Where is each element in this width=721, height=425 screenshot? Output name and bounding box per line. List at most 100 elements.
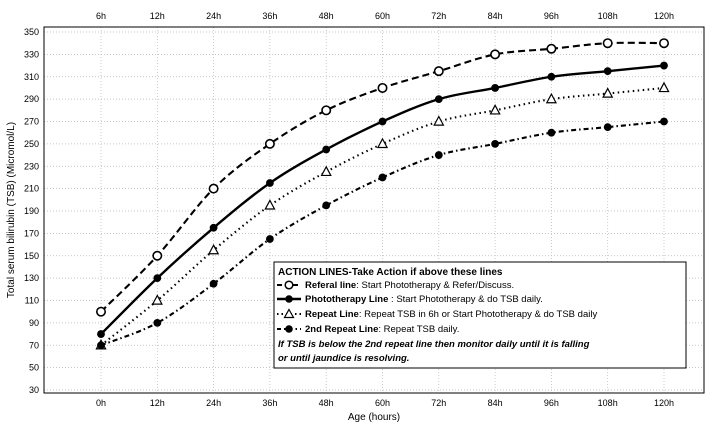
point-referral-6 bbox=[433, 66, 444, 77]
legend-desc-repeat: : Repeat TSB in 6h or Start Phototherapy… bbox=[359, 309, 598, 320]
x-tick-label-4: 48h bbox=[319, 398, 334, 408]
y-tick-label-11: 250 bbox=[24, 139, 39, 149]
point-phototherapy-4 bbox=[322, 145, 331, 154]
legend-marker-repeat bbox=[283, 308, 295, 319]
point-repeat-10 bbox=[658, 81, 670, 93]
legend-name-repeat: Repeat Line bbox=[305, 309, 359, 320]
series-repeat2 bbox=[97, 117, 668, 350]
plot-area-frame bbox=[43, 26, 705, 394]
x-tick-label-10: 120h bbox=[654, 398, 674, 408]
x-tick-label-9: 108h bbox=[598, 398, 618, 408]
point-repeat-6 bbox=[433, 115, 445, 126]
x-tick-label-1: 12h bbox=[150, 398, 165, 408]
point-referral-2 bbox=[208, 183, 219, 194]
y-tick-label-6: 150 bbox=[24, 251, 39, 261]
top-tick-label-0: 6h bbox=[96, 11, 106, 21]
legend-note-line1: If TSB is below the 2nd repeat line then… bbox=[278, 339, 590, 350]
legend-text-repeat: Repeat Line: Repeat TSB in 6h or Start P… bbox=[305, 309, 597, 320]
point-referral-0 bbox=[96, 306, 107, 317]
legend-marker-referral bbox=[284, 280, 294, 290]
y-tick-label-13: 290 bbox=[24, 94, 39, 104]
legend-item-repeat: Repeat Line: Repeat TSB in 6h or Start P… bbox=[277, 308, 597, 320]
point-repeat2-0 bbox=[97, 341, 105, 350]
series-group bbox=[95, 38, 670, 350]
point-phototherapy-9 bbox=[603, 67, 612, 76]
point-repeat-4 bbox=[320, 165, 332, 177]
point-phototherapy-7 bbox=[491, 84, 499, 92]
x-tick-label-2: 24h bbox=[206, 398, 221, 408]
top-tick-label-1: 12h bbox=[150, 11, 165, 21]
legend-item-referral: Referal line: Start Phototherapy & Refer… bbox=[277, 280, 514, 291]
top-axis-ticks: 6h 12h 24h 36h 48h 60h 72h 84h 96h 108h 120h bbox=[96, 11, 674, 21]
x-tick-label-8: 96h bbox=[544, 398, 559, 408]
point-repeat2-9 bbox=[603, 123, 612, 131]
point-repeat-9 bbox=[602, 87, 614, 98]
point-repeat-7 bbox=[489, 104, 501, 115]
legend-text-phototherapy: Phototherapy Line : Start Phototherapy &… bbox=[305, 294, 543, 305]
y-tick-label-4: 110 bbox=[25, 296, 39, 306]
series-phototherapy bbox=[97, 61, 668, 338]
legend-marker-repeat2 bbox=[285, 325, 293, 333]
y-tick-label-1: 50 bbox=[29, 363, 39, 373]
legend-desc-phototherapy: : Start Phototherapy & do TSB daily. bbox=[388, 294, 542, 305]
legend-desc-referral: : Start Phototherapy & Refer/Discuss. bbox=[356, 280, 514, 291]
legend-name-referral: Referal line bbox=[305, 280, 356, 291]
y-tick-label-15: 330 bbox=[24, 49, 39, 59]
point-phototherapy-3 bbox=[266, 179, 274, 187]
point-phototherapy-2 bbox=[209, 223, 218, 232]
legend-name-repeat2: 2nd Repeat Line bbox=[305, 324, 378, 335]
y-tick-label-2: 70 bbox=[29, 340, 39, 350]
y-axis-title: Total serum bilirubin (TSB) (Micromol/L) bbox=[6, 122, 17, 298]
legend-item-repeat2: 2nd Repeat Line: Repeat TSB daily. bbox=[277, 324, 459, 335]
legend-desc-repeat2: : Repeat TSB daily. bbox=[378, 324, 459, 335]
y-tick-label-12: 270 bbox=[24, 117, 39, 127]
point-repeat-8 bbox=[545, 92, 558, 104]
point-repeat2-2 bbox=[209, 279, 218, 288]
x-tick-label-6: 72h bbox=[431, 398, 446, 408]
top-tick-label-7: 84h bbox=[488, 11, 503, 21]
point-phototherapy-5 bbox=[378, 117, 387, 126]
point-phototherapy-10 bbox=[660, 61, 668, 70]
y-tick-label-5: 130 bbox=[24, 273, 39, 283]
x-tick-label-7: 84h bbox=[488, 398, 503, 408]
point-repeat2-4 bbox=[322, 201, 331, 210]
top-tick-label-2: 24h bbox=[206, 11, 221, 21]
y-tick-label-8: 190 bbox=[24, 206, 39, 216]
series-referral bbox=[96, 38, 669, 317]
point-repeat2-8 bbox=[547, 128, 556, 137]
legend: ACTION LINES-Take Action if above these … bbox=[273, 261, 687, 369]
legend-note-line2: or until jaundice is resolving. bbox=[278, 353, 409, 364]
point-phototherapy-1 bbox=[153, 274, 162, 283]
point-repeat2-10 bbox=[660, 117, 668, 126]
legend-name-phototherapy: Phototherapy Line bbox=[305, 294, 388, 305]
point-repeat-5 bbox=[376, 137, 389, 149]
point-referral-4 bbox=[321, 105, 332, 116]
legend-box bbox=[273, 261, 687, 369]
legend-text-repeat2: 2nd Repeat Line: Repeat TSB daily. bbox=[305, 324, 459, 335]
point-repeat-1 bbox=[151, 294, 163, 305]
top-tick-label-4: 48h bbox=[319, 11, 334, 21]
y-tick-label-9: 210 bbox=[24, 184, 39, 194]
point-phototherapy-6 bbox=[434, 95, 443, 104]
series-line-referral bbox=[100, 41, 665, 313]
point-repeat2-6 bbox=[434, 151, 443, 159]
point-referral-3 bbox=[264, 138, 275, 149]
top-tick-label-9: 108h bbox=[598, 11, 618, 21]
top-tick-label-6: 72h bbox=[431, 11, 446, 21]
point-repeat-3 bbox=[264, 199, 276, 210]
point-repeat2-1 bbox=[153, 318, 162, 327]
top-tick-label-3: 36h bbox=[262, 11, 277, 21]
legend-item-phototherapy: Phototherapy Line : Start Phototherapy &… bbox=[277, 294, 543, 305]
point-referral-5 bbox=[377, 82, 388, 93]
series-line-repeat bbox=[100, 86, 665, 347]
y-tick-label-0: 30 bbox=[29, 385, 39, 395]
x-axis-title: Age (hours) bbox=[348, 412, 400, 423]
point-phototherapy-0 bbox=[97, 330, 105, 338]
x-tick-label-3: 36h bbox=[262, 398, 277, 408]
point-phototherapy-8 bbox=[547, 72, 556, 81]
point-repeat-2 bbox=[207, 243, 220, 255]
x-tick-label-0: 0h bbox=[96, 398, 106, 408]
x-tick-label-5: 60h bbox=[375, 398, 390, 408]
point-repeat2-7 bbox=[491, 139, 499, 148]
